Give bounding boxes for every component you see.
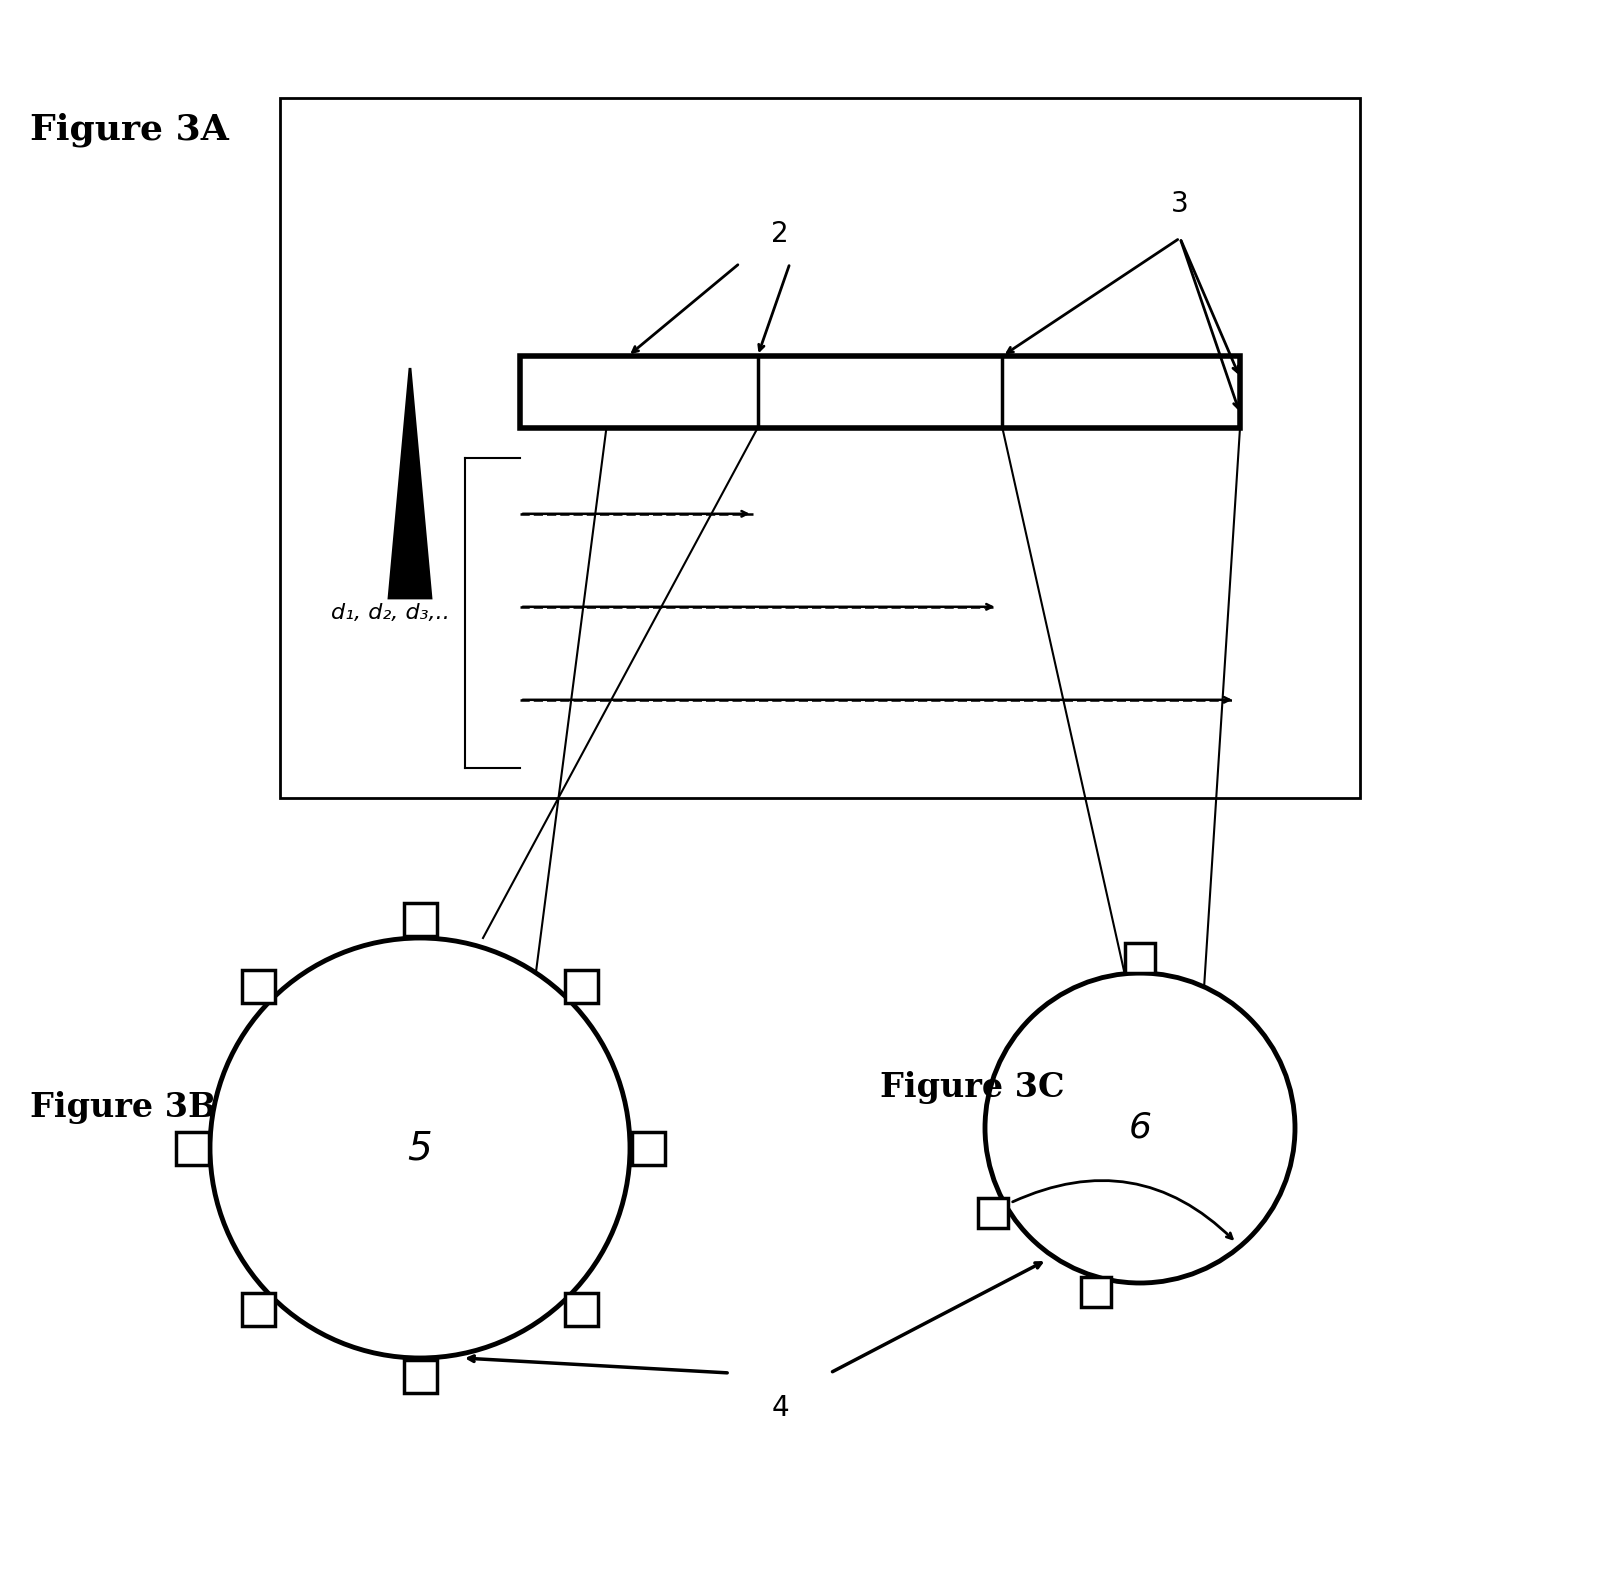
Bar — [176, 1131, 208, 1165]
Bar — [403, 904, 437, 936]
Text: Figure 3C: Figure 3C — [880, 1071, 1065, 1105]
Circle shape — [209, 937, 630, 1359]
Bar — [1081, 1277, 1112, 1307]
Text: Figure 3B: Figure 3B — [31, 1092, 216, 1125]
Bar — [1124, 944, 1155, 974]
Bar — [978, 1198, 1008, 1228]
Text: 6: 6 — [1128, 1111, 1152, 1146]
Bar — [520, 357, 1240, 428]
Bar — [242, 970, 275, 1004]
Polygon shape — [388, 368, 432, 598]
Text: 5: 5 — [408, 1128, 432, 1168]
Bar — [280, 98, 1360, 798]
Bar — [242, 1292, 275, 1326]
Text: 4: 4 — [772, 1393, 789, 1422]
Text: 3: 3 — [1171, 189, 1189, 218]
Text: 2: 2 — [772, 219, 789, 248]
Bar — [565, 970, 598, 1004]
Bar — [403, 1360, 437, 1392]
Circle shape — [984, 974, 1295, 1283]
Bar — [632, 1131, 664, 1165]
Bar — [565, 1292, 598, 1326]
Text: d₁, d₂, d₃,..: d₁, d₂, d₃,.. — [332, 603, 449, 623]
Text: Figure 3A: Figure 3A — [31, 114, 229, 147]
